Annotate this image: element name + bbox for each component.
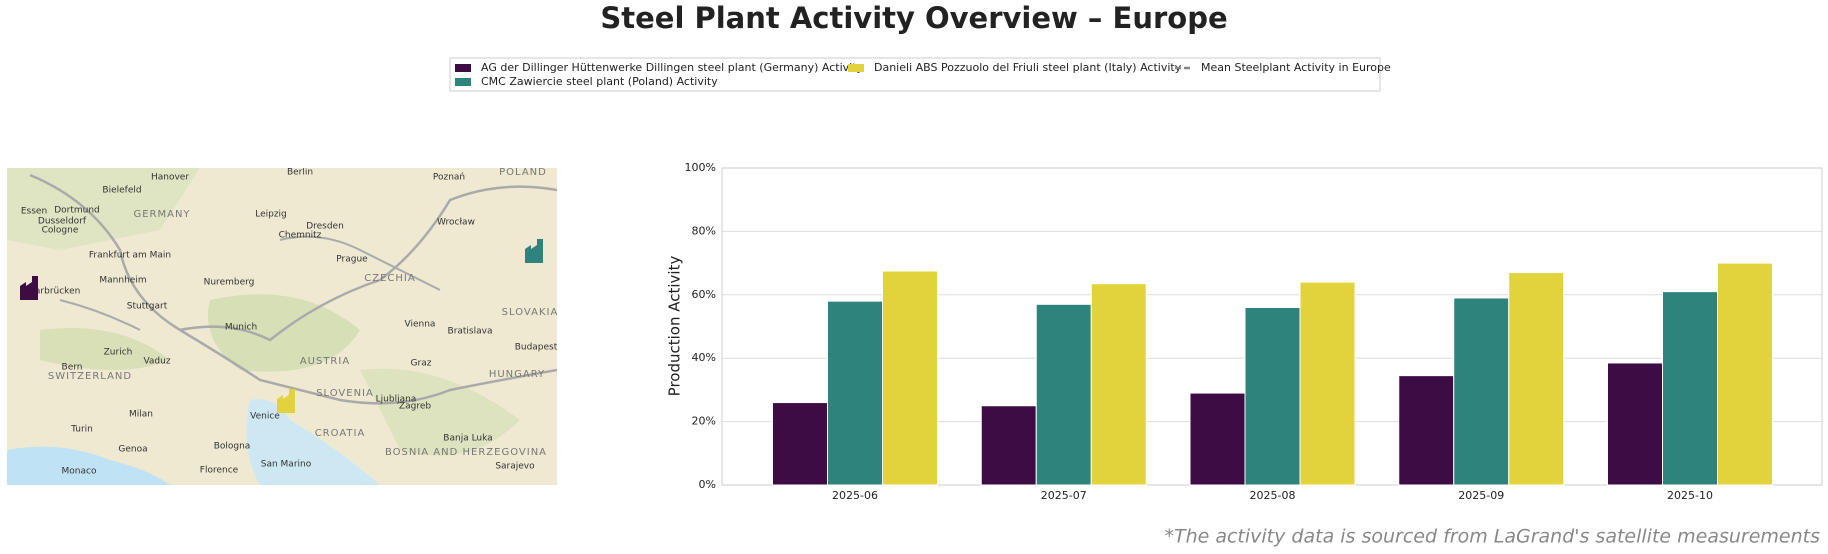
map-city-label: Hanover: [151, 173, 189, 183]
map-city-label: Venice: [250, 412, 280, 422]
map-city-label: Cologne: [42, 226, 79, 236]
plant-marker: [277, 389, 295, 413]
map-city-label: Milan: [129, 410, 153, 420]
legend-box: [449, 57, 1381, 92]
map-city-label: Vienna: [405, 320, 436, 330]
map-city-label: Dortmund: [54, 206, 100, 216]
map-country-label: CROATIA: [315, 428, 366, 439]
map-city-label: Florence: [200, 466, 239, 476]
plant-marker: [20, 276, 38, 300]
map-country-label: HUNGARY: [489, 369, 545, 380]
map-city-label: Ljubljana: [376, 395, 417, 405]
x-tick-label: 2025-10: [1667, 489, 1713, 502]
bar: [772, 402, 828, 486]
map-country-label: SLOVAKIA: [502, 307, 559, 318]
y-tick-label: 40%: [692, 351, 716, 364]
map-city-label: Monaco: [62, 467, 97, 477]
map-city-label: Dresden: [306, 222, 344, 232]
map: Berlin Hanover Bielefeld Essen DortmundDusse…: [7, 167, 559, 485]
x-tick-label: 2025-09: [1458, 489, 1504, 502]
map-city-label: Chemnitz: [279, 231, 322, 241]
x-tick-label: 2025-06: [832, 489, 878, 502]
map-country-label: SLOVENIA: [316, 388, 374, 399]
y-tick-label: 100%: [685, 161, 716, 174]
y-tick-label: 20%: [692, 415, 716, 428]
map-country-label: GERMANY: [133, 209, 190, 220]
footnote: *The activity data is sourced from LaGra…: [1164, 526, 1820, 548]
bar: [980, 405, 1037, 486]
bar: [882, 270, 938, 486]
map-country-label: CZECHIA: [364, 273, 415, 284]
x-tick-label: 2025-08: [1250, 489, 1296, 502]
map-city-label: Budapest: [515, 343, 558, 353]
map-city-label: Sarajevo: [495, 462, 535, 472]
map-city-label: Essen: [21, 207, 47, 217]
legend-swatch: [455, 78, 471, 86]
map-city-label: Zurich: [104, 348, 133, 358]
bar: [1453, 297, 1510, 486]
map-city-label: Leipzig: [255, 210, 287, 220]
map-city-label: Bologna: [214, 442, 251, 452]
map-country-label: POLAND: [499, 167, 547, 178]
map-city-label: San Marino: [261, 460, 312, 470]
map-country-label: BOSNIA AND HERZEGOVINA: [385, 447, 547, 458]
map-city-label: Saarbrücken: [24, 287, 81, 297]
map-city-label: Frankfurt am Main: [89, 251, 171, 261]
legend-label: Mean Steelplant Activity in Europe: [1201, 61, 1391, 74]
map-city-label: Nuremberg: [204, 278, 255, 288]
legend-label: AG der Dillinger Hüttenwerke Dillingen s…: [481, 61, 864, 74]
bar: [1090, 283, 1147, 486]
map-city-label: Wrocław: [437, 218, 475, 228]
map-city-label: Mannheim: [99, 276, 146, 286]
bar: [1662, 291, 1718, 486]
map-city-label: Dusseldorf: [38, 217, 87, 227]
bar: [827, 300, 883, 486]
legend-swatch: [455, 64, 471, 72]
map-city-label: Zagreb: [399, 402, 431, 412]
map-city-label: Turin: [70, 425, 93, 435]
bar: [1244, 306, 1301, 486]
x-tick-label: 2025-07: [1041, 489, 1087, 502]
legend-swatch: [848, 64, 864, 72]
map-country-label: AUSTRIA: [300, 356, 350, 367]
map-city-label: Bern: [62, 363, 83, 373]
bar: [1508, 272, 1565, 486]
map-city-label: Stuttgart: [127, 302, 168, 312]
y-axis-label: Production Activity: [666, 256, 684, 397]
map-city-label: Berlin: [287, 168, 313, 178]
y-tick-label: 0%: [699, 478, 716, 491]
y-tick-label: 80%: [692, 224, 716, 237]
map-city-label: Vaduz: [143, 357, 170, 367]
bar: [1717, 262, 1773, 486]
map-city-label: Bratislava: [448, 327, 493, 337]
chart-title: Steel Plant Activity Overview – Europe: [600, 1, 1227, 35]
legend-label: Danieli ABS Pozzuolo del Friuli steel pl…: [874, 61, 1182, 74]
map-country-label: SWITZERLAND: [48, 371, 132, 382]
map-city-label: Prague: [336, 255, 368, 265]
bar: [1189, 392, 1246, 486]
map-city-label: Bielefeld: [102, 186, 141, 196]
bar: [1607, 362, 1663, 486]
map-city-label: Poznań: [433, 173, 465, 183]
map-city-label: Genoa: [118, 445, 147, 455]
bar: [1299, 281, 1356, 486]
map-city-label: Graz: [411, 359, 432, 369]
y-tick-label: 60%: [692, 288, 716, 301]
map-city-label: Banja Luka: [443, 434, 492, 444]
bar: [1398, 375, 1455, 486]
plant-marker: [525, 239, 543, 263]
bar: [1035, 303, 1092, 486]
map-city-label: Munich: [225, 323, 257, 333]
legend-label: CMC Zawiercie steel plant (Poland) Activ…: [481, 75, 718, 88]
